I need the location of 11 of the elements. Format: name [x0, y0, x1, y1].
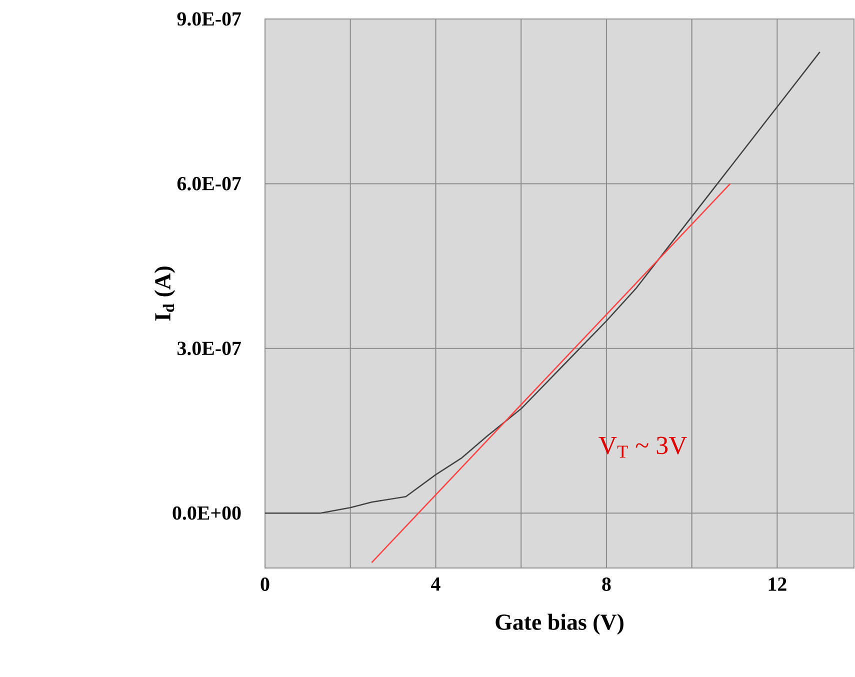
- x-tick-label: 4: [431, 578, 440, 591]
- annotation: V$_{T}$ ~ 3V: [598, 436, 687, 458]
- y-tick-label: 6.0E-07: [177, 176, 241, 190]
- y-tick-label: 9.0E-07: [177, 12, 241, 26]
- x-tick-label: 8: [602, 578, 611, 591]
- y-tick-label: 0.0E+00: [172, 506, 241, 520]
- x-tick-label: 0: [260, 578, 270, 591]
- y-tick-label: 3.0E-07: [177, 342, 241, 356]
- y-axis-title: I$_{d}$ (A): [154, 266, 176, 321]
- x-tick-label: 12: [768, 578, 786, 591]
- x-axis-title: Gate bias (V): [496, 614, 624, 635]
